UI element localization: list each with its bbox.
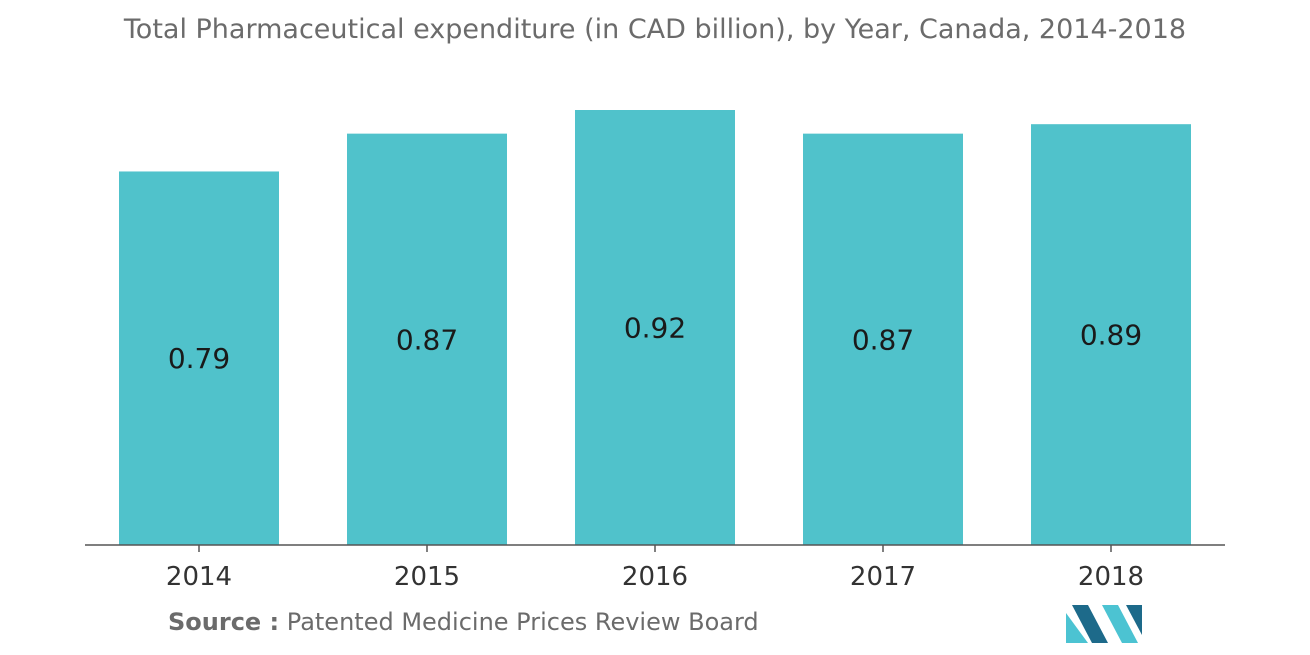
x-tick-label-2017: 2017 bbox=[850, 562, 916, 592]
x-tick-label-2016: 2016 bbox=[622, 562, 688, 592]
mordor-logo-icon bbox=[1066, 605, 1142, 643]
bar-2014 bbox=[119, 171, 279, 545]
data-label-2017: 0.87 bbox=[852, 323, 914, 356]
source-note: Source : Patented Medicine Prices Review… bbox=[168, 608, 759, 636]
bar-2015 bbox=[347, 133, 507, 546]
bar-2018 bbox=[1031, 124, 1191, 545]
x-axis-ticks: 2014 2015 2016 2017 2018 bbox=[166, 545, 1144, 592]
chart-title: Total Pharmaceutical expenditure (in CAD… bbox=[123, 14, 1187, 45]
x-tick-label-2014: 2014 bbox=[166, 562, 232, 592]
bar-2016 bbox=[575, 110, 735, 545]
bar-2017 bbox=[803, 133, 963, 546]
data-label-2014: 0.79 bbox=[168, 342, 230, 375]
data-label-2016: 0.92 bbox=[624, 312, 686, 345]
x-tick-label-2018: 2018 bbox=[1078, 562, 1144, 592]
data-label-2018: 0.89 bbox=[1080, 319, 1142, 352]
bars-group: 0.79 0.87 0.92 0.87 0.89 bbox=[119, 110, 1191, 546]
x-tick-label-2015: 2015 bbox=[394, 562, 460, 592]
data-label-2015: 0.87 bbox=[396, 323, 458, 356]
source-label: Source : bbox=[168, 608, 280, 636]
source-text: Patented Medicine Prices Review Board bbox=[286, 608, 759, 636]
